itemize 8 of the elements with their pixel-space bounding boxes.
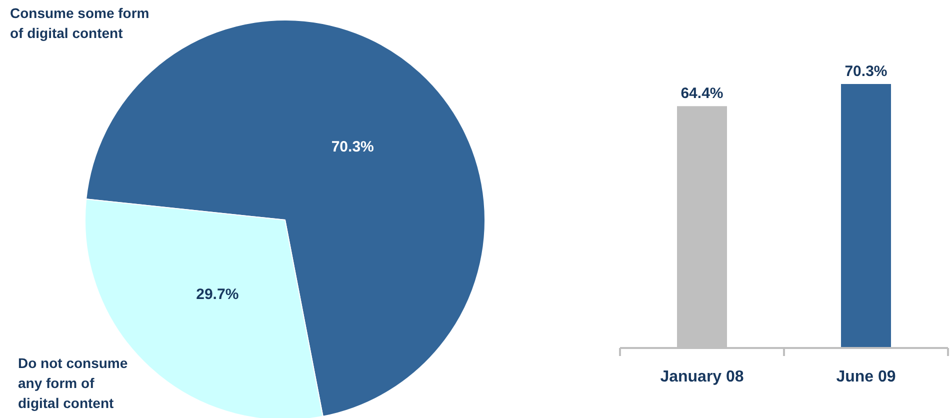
data-label: 70.3% bbox=[331, 138, 374, 156]
slice-label: Do not consume any form of digital content bbox=[18, 355, 128, 411]
slice-label: Consume some form of digital content bbox=[10, 5, 150, 41]
data-label: 70.3% bbox=[844, 63, 888, 80]
data-label: 29.7% bbox=[196, 286, 239, 303]
x-tick-label: January 08 bbox=[660, 368, 744, 386]
data-label: 64.4% bbox=[680, 85, 724, 102]
x-tick-label: June 09 bbox=[836, 368, 896, 386]
